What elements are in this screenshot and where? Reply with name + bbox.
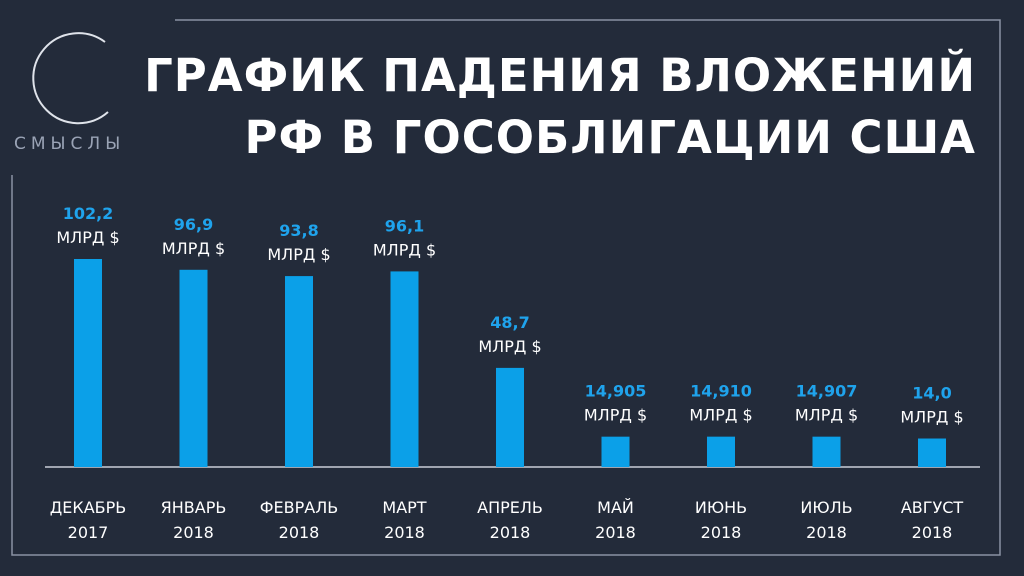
bar [179,269,208,467]
x-tick-label: ДЕКАБРЬ 2017 [49,498,127,542]
x-tick-label: ФЕВРАЛЬ 2018 [259,498,339,542]
value-label: 14,910 [690,382,752,401]
unit-label: МЛРД $ [900,408,963,427]
bar [496,367,524,467]
bar [812,436,841,467]
unit-label: МЛРД $ [478,337,541,356]
logo-arc [32,32,109,125]
bar [601,436,630,467]
bar [285,276,313,467]
value-label: 48,7 [490,313,529,332]
x-tick-label: ИЮЛЬ 2018 [800,498,853,542]
value-label: 96,1 [385,216,424,235]
value-label: 14,0 [912,384,951,403]
x-tick-label: ЯНВАРЬ 2018 [160,498,227,542]
x-tick-label: МАРТ 2018 [382,498,427,542]
chart-title: ГРАФИК ПАДЕНИЯ ВЛОЖЕНИЙ РФ В ГОСОБЛИГАЦИ… [144,49,976,164]
bar [918,438,946,467]
value-label: 14,907 [796,382,858,401]
unit-label: МЛРД $ [373,240,436,259]
unit-label: МЛРД $ [56,228,119,247]
frame [11,19,1001,556]
x-tick-label: АВГУСТ 2018 [900,498,964,542]
logo-text: СМЫСЛЫ [14,134,126,154]
bar [707,436,735,467]
bar [74,259,102,467]
unit-label: МЛРД $ [267,245,330,264]
value-label: 96,9 [174,215,213,234]
x-tick-label: ИЮНЬ 2018 [694,498,748,542]
value-label: 102,2 [63,204,114,223]
x-tick-label: МАЙ 2018 [595,498,636,542]
value-label: 14,905 [585,382,647,401]
unit-label: МЛРД $ [584,406,647,425]
x-tick-label: АПРЕЛЬ 2018 [477,498,543,542]
unit-label: МЛРД $ [162,239,225,258]
unit-label: МЛРД $ [689,406,752,425]
bar [390,271,419,467]
unit-label: МЛРД $ [795,406,858,425]
value-label: 93,8 [279,221,318,240]
